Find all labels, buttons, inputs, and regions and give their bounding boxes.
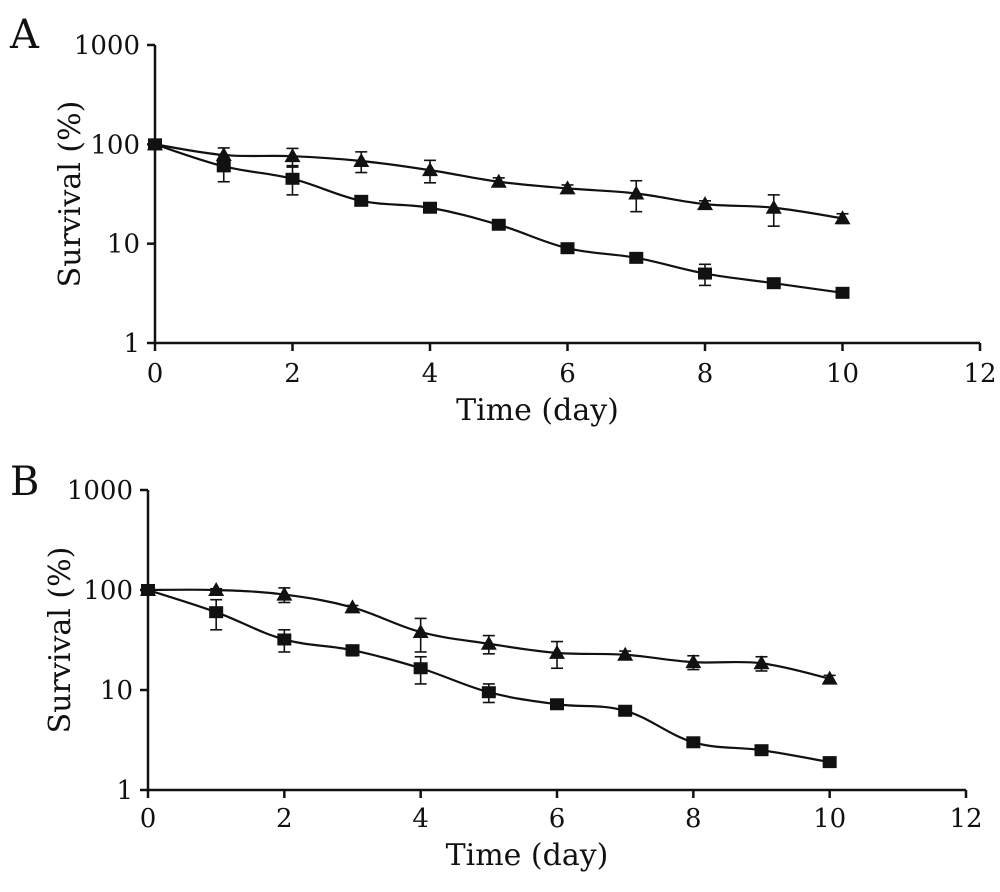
panel-label: A bbox=[9, 12, 40, 58]
data-point-square bbox=[345, 644, 360, 657]
data-point-square bbox=[277, 633, 292, 646]
data-point-triangle bbox=[697, 196, 713, 211]
y-tick-label: 1000 bbox=[74, 31, 140, 61]
chart-panel-b: B 1 10 100 1000 0 2 4 6 8 10 12 Time (day) Survival (… bbox=[10, 459, 983, 873]
data-point-square bbox=[413, 662, 428, 675]
x-tick-label: 8 bbox=[685, 804, 702, 834]
x-tick-label: 2 bbox=[284, 359, 301, 389]
chart-panel-a: A 1 10 100 1000 0 2 4 6 8 10 12 Time (day) Survival (… bbox=[9, 12, 997, 428]
data-point-square bbox=[686, 736, 701, 749]
y-axis-title: Survival (%) bbox=[53, 101, 88, 288]
data-point-square bbox=[209, 606, 224, 619]
data-point-triangle bbox=[765, 199, 782, 214]
data-point-square bbox=[754, 744, 769, 757]
data-point-triangle bbox=[344, 599, 361, 614]
data-point-square bbox=[148, 138, 162, 151]
data-point-square bbox=[423, 201, 437, 214]
x-axis-title: Time (day) bbox=[456, 393, 619, 428]
y-axis-title: Survival (%) bbox=[43, 547, 78, 734]
series-line bbox=[147, 588, 830, 680]
data-point-square bbox=[560, 242, 575, 255]
series-line bbox=[154, 143, 843, 294]
data-point-triangle bbox=[617, 646, 634, 661]
data-point-square bbox=[766, 277, 781, 290]
series-line bbox=[147, 588, 830, 764]
series-square bbox=[148, 138, 850, 299]
y-tick-label: 1000 bbox=[67, 476, 133, 506]
x-tick-label: 4 bbox=[422, 359, 439, 389]
x-tick-label: 0 bbox=[147, 359, 164, 389]
data-point-triangle bbox=[480, 635, 497, 650]
data-point-triangle bbox=[284, 148, 301, 163]
x-axis-title: Time (day) bbox=[446, 838, 609, 873]
data-point-square bbox=[216, 160, 231, 173]
data-point-square bbox=[629, 251, 644, 264]
x-tick-label: 10 bbox=[813, 804, 846, 834]
data-point-square bbox=[835, 286, 850, 299]
x-tick-label: 6 bbox=[549, 804, 566, 834]
series-square bbox=[141, 584, 837, 769]
data-point-triangle bbox=[753, 655, 770, 670]
data-point-triangle bbox=[685, 654, 702, 669]
data-point-square bbox=[481, 686, 496, 699]
data-point-triangle bbox=[276, 586, 293, 601]
data-point-triangle bbox=[490, 173, 507, 188]
y-tick-label: 1 bbox=[123, 329, 140, 359]
data-point-triangle bbox=[549, 644, 565, 659]
x-tick-label: 8 bbox=[697, 359, 714, 389]
data-point-square bbox=[354, 194, 369, 207]
data-point-square bbox=[698, 267, 712, 280]
panel-label: B bbox=[10, 459, 39, 505]
data-point-triangle bbox=[628, 185, 645, 200]
series-triangle bbox=[140, 582, 838, 685]
y-tick-label: 10 bbox=[107, 230, 140, 260]
data-point-square bbox=[491, 218, 506, 231]
data-point-triangle bbox=[412, 624, 429, 639]
data-point-square bbox=[141, 584, 155, 596]
y-tick-label: 100 bbox=[83, 576, 133, 606]
data-point-square bbox=[550, 698, 564, 711]
x-tick-label: 6 bbox=[559, 359, 576, 389]
data-point-triangle bbox=[208, 582, 225, 596]
series-triangle bbox=[147, 136, 851, 227]
data-point-triangle bbox=[834, 210, 851, 225]
y-tick-label: 1 bbox=[116, 776, 133, 806]
x-tick-label: 0 bbox=[140, 804, 157, 834]
x-tick-label: 4 bbox=[412, 804, 429, 834]
data-point-triangle bbox=[353, 152, 370, 167]
y-tick-label: 100 bbox=[90, 130, 140, 160]
data-point-triangle bbox=[422, 162, 438, 177]
data-point-square bbox=[285, 172, 300, 185]
x-tick-label: 10 bbox=[826, 359, 859, 389]
x-tick-label: 12 bbox=[949, 804, 982, 834]
y-tick-label: 10 bbox=[100, 676, 133, 706]
x-tick-label: 12 bbox=[963, 359, 996, 389]
data-point-square bbox=[618, 704, 633, 717]
data-point-triangle bbox=[215, 147, 232, 162]
x-tick-label: 2 bbox=[276, 804, 293, 834]
data-point-triangle bbox=[821, 670, 838, 685]
data-point-square bbox=[822, 756, 837, 769]
data-point-triangle bbox=[559, 180, 576, 195]
